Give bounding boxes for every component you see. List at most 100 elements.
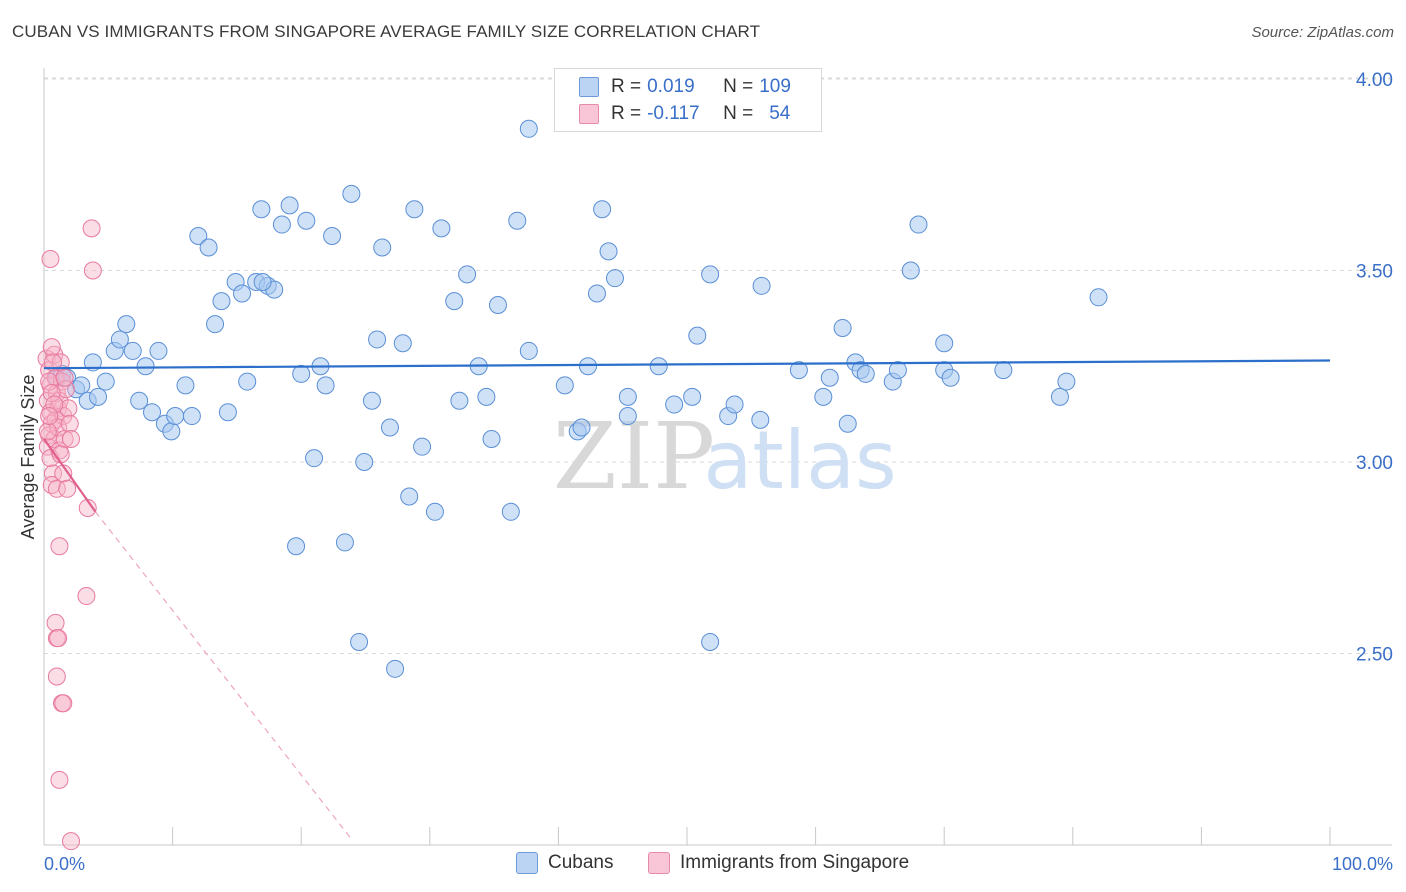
cubans-point (605, 269, 624, 288)
cubans-point (519, 341, 538, 360)
x-tick-labels: 0.0% 100.0% (44, 854, 1393, 874)
cubans-point (683, 387, 702, 406)
cubans-point (176, 376, 195, 395)
cubans-point (593, 200, 612, 219)
cubans-point (117, 315, 136, 334)
singapore-point (58, 479, 77, 498)
cubans-point (83, 353, 102, 372)
cubans-point (335, 533, 354, 552)
singapore-point (83, 261, 102, 280)
cubans-point (380, 418, 399, 437)
cubans-point (350, 633, 369, 652)
legend-row-singapore: R = -0.117 N = 54 (579, 102, 790, 126)
cubans-point (838, 414, 857, 433)
cubans-point (292, 364, 311, 383)
cubans-point (578, 357, 597, 376)
x-tick-label: 100.0% (1332, 854, 1393, 874)
series-cubans (47, 119, 1108, 678)
chart-title: CUBAN VS IMMIGRANTS FROM SINGAPORE AVERA… (12, 22, 761, 41)
cubans-point (305, 449, 324, 468)
singapore-point (60, 414, 79, 433)
cubans-point (413, 437, 432, 456)
cubans-trend-line (43, 359, 1331, 370)
legend-n-label: N = (723, 76, 754, 97)
y-tick-label: 3.00 (1356, 453, 1393, 474)
cubans-point (752, 276, 771, 295)
cubans-point (888, 361, 907, 380)
cubans-point (445, 292, 464, 311)
bottom-legend-label-cubans: Cubans (548, 852, 614, 873)
cubans-point (405, 200, 424, 219)
trend-lines (43, 359, 1331, 838)
cubans-point (508, 211, 527, 230)
cubans-point (143, 403, 162, 422)
legend-row-cubans: R = 0.019 N = 109 (579, 75, 791, 99)
y-axis-label: Average Family Size (18, 375, 38, 540)
cubans-point (110, 330, 129, 349)
cubans-point (400, 487, 419, 506)
cubans-point (901, 261, 920, 280)
legend-swatch-singapore (579, 104, 599, 124)
singapore-point (50, 770, 69, 789)
singapore-trend-extension (94, 511, 351, 838)
cubans-point (72, 376, 91, 395)
y-tick-label: 4.00 (1356, 70, 1393, 91)
cubans-point (218, 403, 237, 422)
cubans-point (688, 326, 707, 345)
singapore-point (62, 430, 81, 449)
cubans-point (355, 453, 374, 471)
cubans-point (393, 334, 412, 353)
cubans-point (994, 361, 1013, 380)
cubans-point (182, 407, 201, 426)
singapore-point (54, 694, 73, 713)
cubans-point (833, 318, 852, 337)
singapore-point (44, 464, 63, 483)
cubans-point (368, 330, 387, 349)
singapore-point (55, 368, 74, 387)
cubans-point (649, 357, 668, 376)
cubans-point (458, 265, 477, 284)
legend-r-value: -0.117 (647, 103, 700, 124)
legend-n-value: 109 (759, 76, 791, 97)
cubans-point (1057, 372, 1076, 391)
legend: R = 0.019 N = 109 R = -0.117 N = 54 (554, 68, 822, 132)
legend-r-label: R = (611, 76, 642, 97)
cubans-point (587, 284, 606, 303)
singapore-point (42, 338, 61, 357)
y-tick-labels: 2.50 3.00 3.50 4.00 (1356, 70, 1393, 666)
cubans-point (386, 659, 405, 678)
cubans-point (941, 368, 960, 387)
cubans-point (323, 227, 342, 246)
cubans-point (280, 196, 299, 215)
cubans-point (189, 227, 208, 246)
y-tick-label: 3.50 (1356, 262, 1393, 283)
cubans-point (130, 391, 149, 410)
cubans-point (287, 537, 306, 556)
singapore-point (59, 399, 78, 418)
cubans-point (572, 418, 591, 437)
singapore-point (40, 372, 59, 391)
cubans-point (212, 292, 231, 311)
singapore-point (49, 629, 68, 648)
cubans-point (253, 272, 272, 291)
singapore-point (50, 537, 69, 556)
x-tick-label: 0.0% (44, 854, 85, 874)
axes (43, 68, 1392, 846)
cubans-point (252, 200, 271, 219)
watermark-atlas: atlas (703, 414, 896, 507)
cubans-point (789, 361, 808, 380)
bottom-legend-swatch-cubans (516, 852, 538, 874)
cubans-point (136, 357, 155, 376)
cubans-point (701, 633, 720, 652)
singapore-point (41, 250, 60, 269)
singapore-point (42, 384, 61, 403)
singapore-point (56, 380, 75, 399)
cubans-point (519, 119, 538, 138)
cubans-point (751, 410, 770, 429)
singapore-point (44, 353, 63, 372)
legend-n-value: 54 (769, 103, 791, 124)
cubans-point (820, 368, 839, 387)
cubans-point (316, 376, 335, 395)
cubans-point (238, 372, 257, 391)
